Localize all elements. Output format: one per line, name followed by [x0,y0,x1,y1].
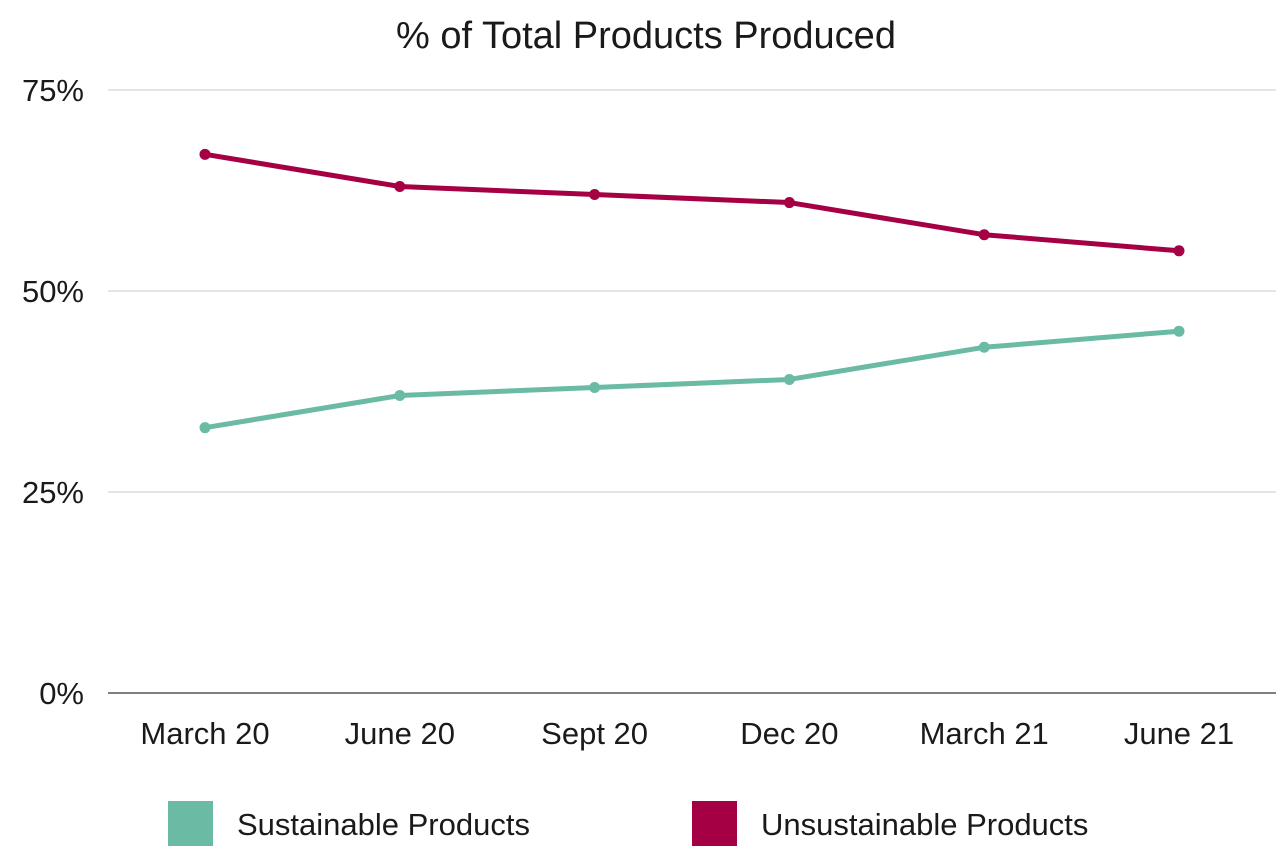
y-tick-label: 0% [39,676,84,711]
x-tick-label: June 21 [1124,716,1234,751]
y-axis-ticks: 0% 25% 50% 75% [22,73,84,711]
data-point [978,229,990,241]
data-point [783,373,795,385]
series-0 [199,325,1185,434]
data-point [394,180,406,192]
y-tick-label: 25% [22,475,84,510]
legend-label: Sustainable Products [237,807,530,842]
x-axis-ticks: March 20 June 20 Sept 20 Dec 20 March 21 June… [140,716,1234,751]
x-tick-label: March 21 [920,716,1049,751]
series-line [202,328,1182,431]
series-1 [199,148,1185,257]
data-point [589,381,601,393]
x-tick-label: Dec 20 [740,716,838,751]
chart-title: % of Total Products Produced [396,15,896,57]
x-tick-label: Sept 20 [541,716,648,751]
legend-swatch [168,801,213,846]
series-group [199,148,1185,434]
x-tick-label: June 20 [345,716,455,751]
data-point [589,189,601,201]
data-point [199,148,211,160]
y-tick-label: 75% [22,73,84,108]
data-point [783,197,795,209]
data-point [394,390,406,402]
y-tick-label: 50% [22,274,84,309]
gridlines [108,89,1276,694]
series-line [202,151,1182,254]
legend-label: Unsustainable Products [761,807,1088,842]
data-point [199,422,211,434]
legend: Sustainable Products Unsustainable Produc… [168,801,1088,846]
data-point [978,341,990,353]
data-point [1173,325,1185,337]
x-tick-label: March 20 [140,716,269,751]
legend-swatch [692,801,737,846]
data-point [1173,245,1185,257]
